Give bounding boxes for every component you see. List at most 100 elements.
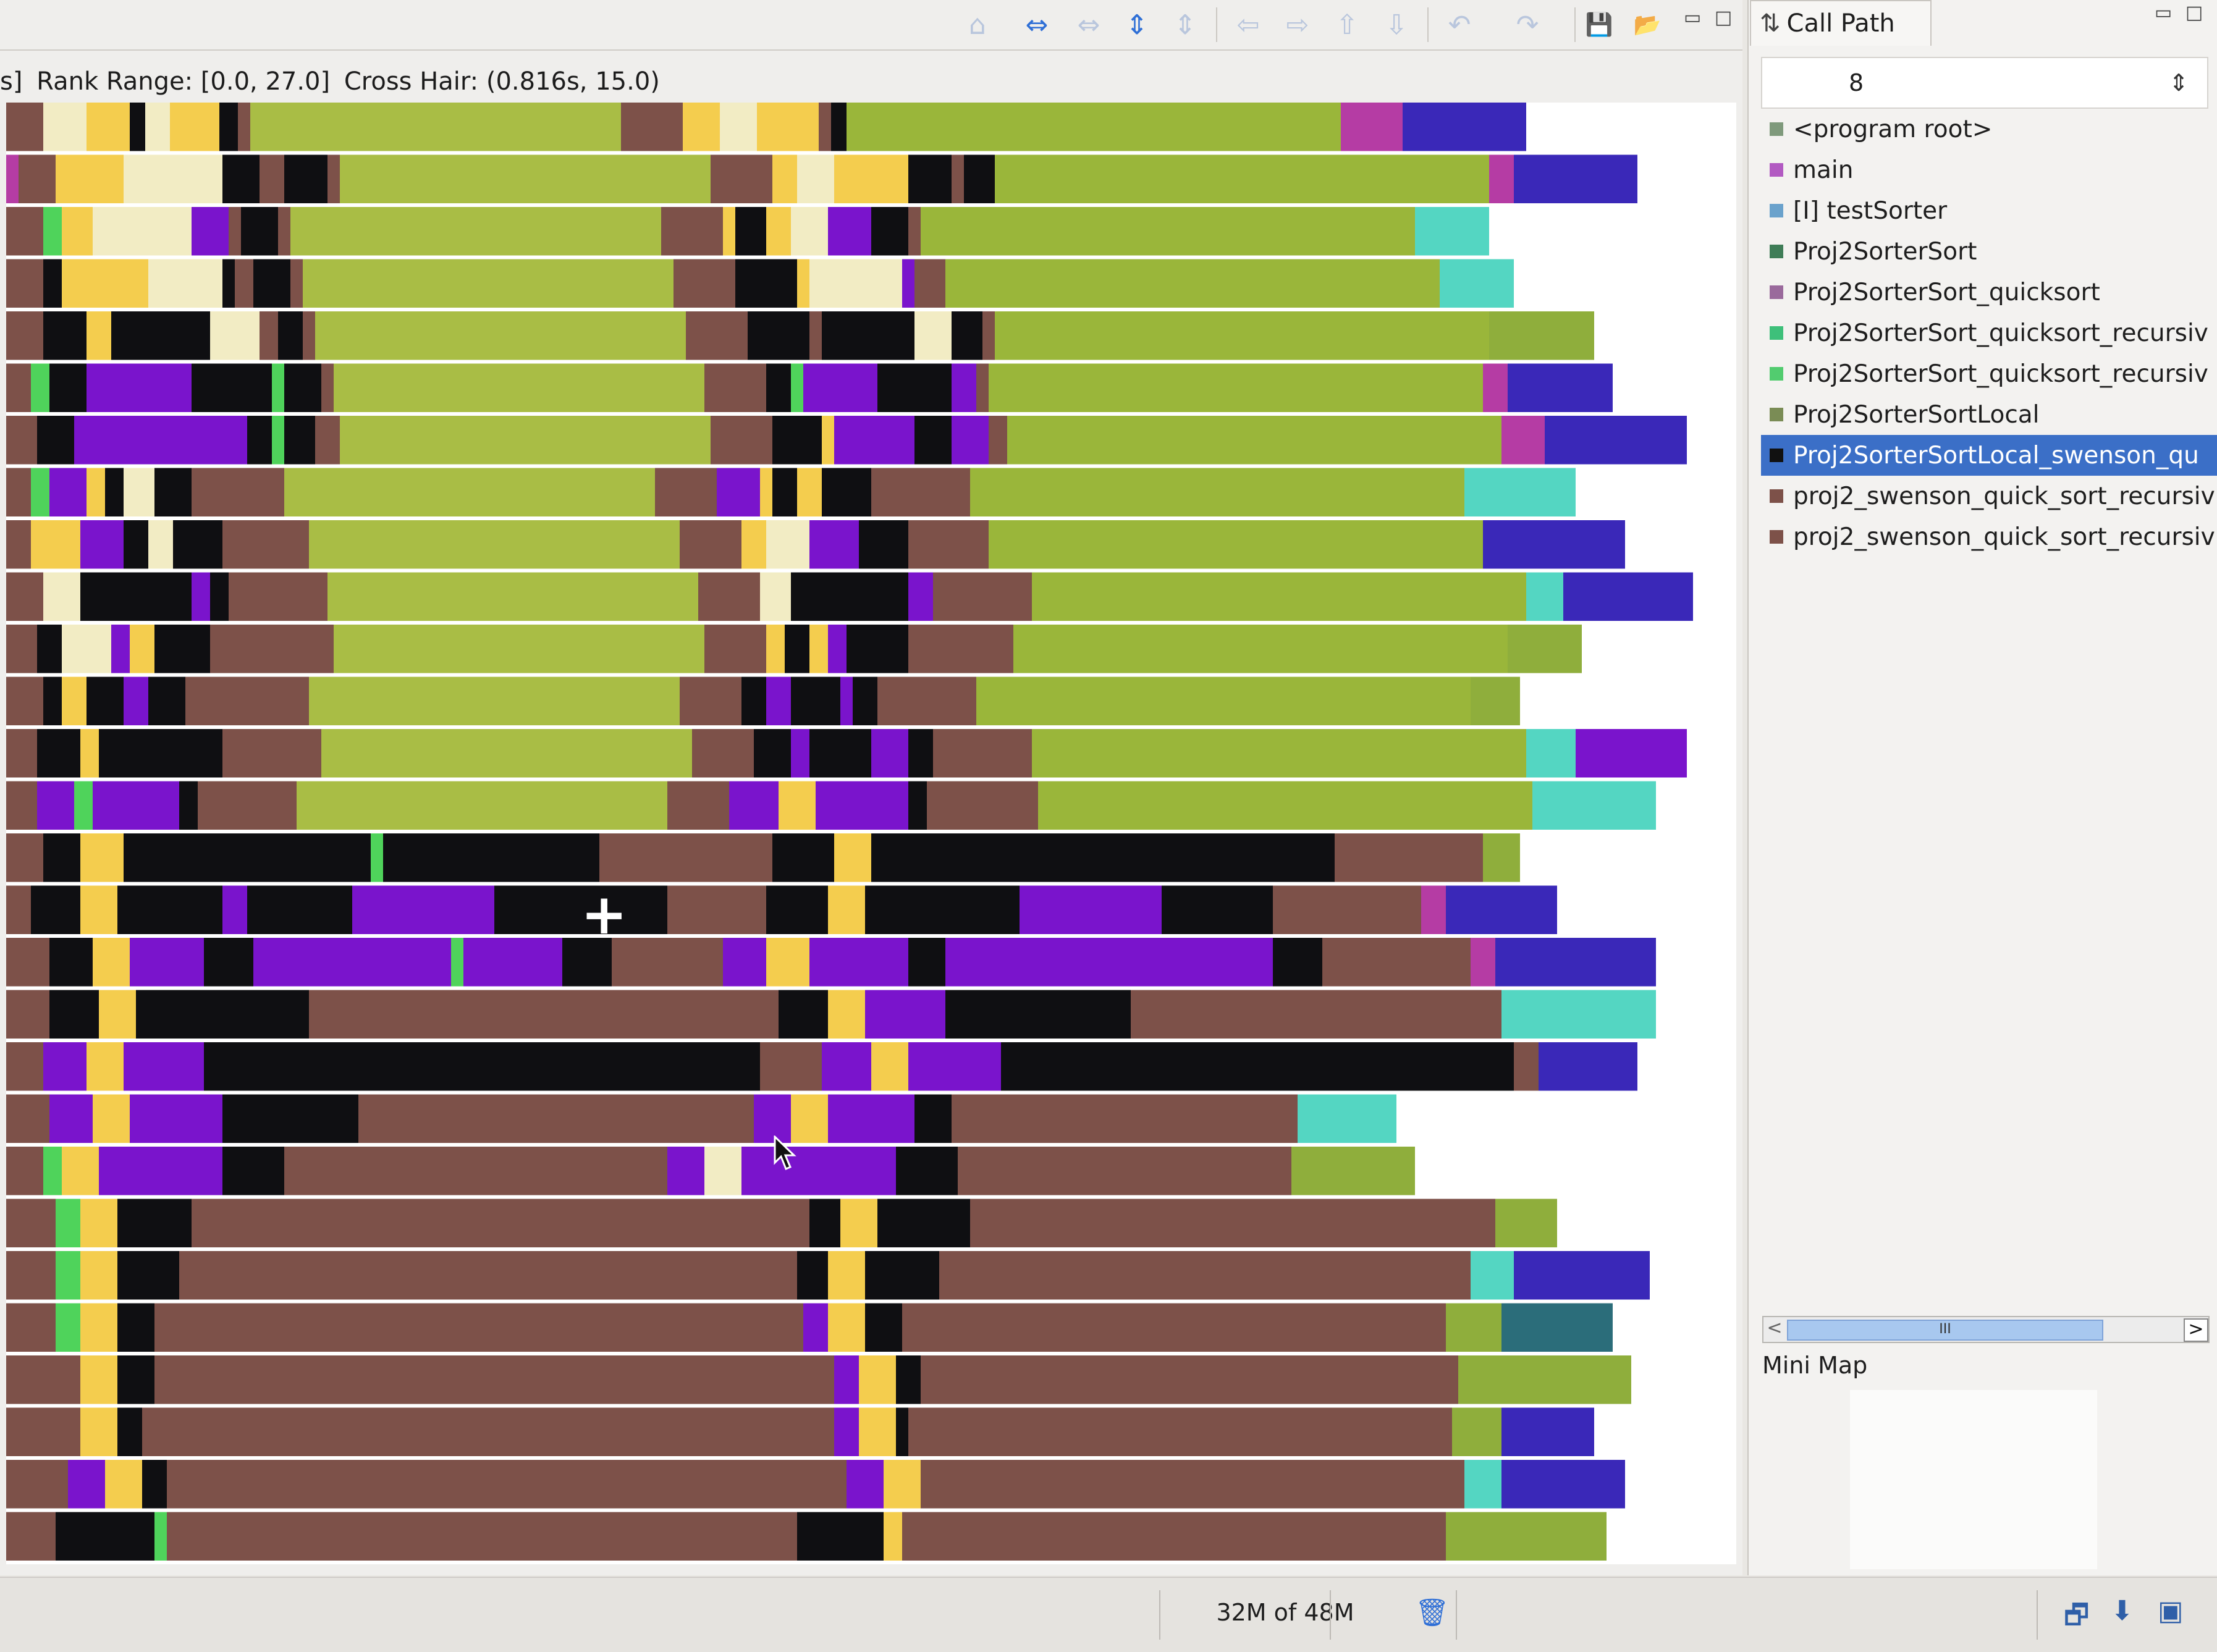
trace-timeline[interactable] — [6, 103, 1736, 1564]
call-path-item[interactable]: Proj2SorterSortLocal_swenson_qu — [1761, 435, 2217, 476]
trace-segment — [43, 572, 80, 621]
trace-segment — [865, 990, 945, 1039]
trace-segment — [1483, 363, 1508, 412]
trace-canvas[interactable]: + — [6, 103, 1736, 1564]
zoom-out-vertical-icon[interactable]: ⇕ — [1173, 9, 1197, 41]
trace-segment — [1495, 938, 1656, 987]
trace-segment — [250, 103, 621, 151]
trace-segment — [383, 833, 599, 882]
tab-call-path[interactable]: ⇅ Call Path — [1750, 0, 1932, 46]
trace-segment — [717, 1094, 754, 1143]
call-path-item[interactable]: Proj2SorterSort_quicksort_recursiv — [1761, 353, 2217, 394]
trace-segment — [766, 625, 785, 673]
trace-segment — [56, 1251, 80, 1300]
trace-segment — [908, 729, 933, 778]
trace-segment — [142, 1460, 167, 1509]
call-path-item[interactable]: [I] testSorter — [1761, 190, 2217, 231]
trace-segment — [809, 259, 902, 308]
trace-segment — [179, 781, 198, 830]
zoom-in-vertical-icon[interactable]: ⇕ — [1125, 9, 1149, 41]
panel-maximize-icon[interactable]: □ — [2185, 2, 2203, 23]
trace-segment — [791, 363, 803, 412]
trace-segment — [877, 676, 976, 725]
garbage-collect-icon[interactable]: 🗑 — [1415, 1597, 1450, 1629]
trace-segment — [970, 1199, 1495, 1247]
color-swatch — [1770, 367, 1783, 381]
call-path-item[interactable]: proj2_swenson_quick_sort_recursiv — [1761, 516, 2217, 557]
trace-segment — [828, 625, 847, 673]
zoom-in-horizontal-icon[interactable]: ⇔ — [1025, 9, 1049, 41]
trace-segment — [136, 990, 210, 1039]
trace-segment — [6, 572, 43, 621]
save-icon[interactable]: 💾 — [1585, 12, 1613, 38]
trace-segment — [797, 1512, 884, 1561]
trace-segment — [865, 885, 927, 934]
scroll-left-icon[interactable]: ⇦ — [1236, 9, 1260, 41]
scroll-down-icon[interactable]: ⇩ — [1385, 9, 1408, 41]
scroll-right-arrow-icon[interactable]: > — [2184, 1318, 2208, 1342]
call-path-item[interactable]: Proj2SorterSort_quicksort_recursiv — [1761, 313, 2217, 353]
trace-segment — [859, 520, 908, 569]
trace-segment — [1446, 885, 1557, 934]
trace-segment — [1131, 990, 1501, 1039]
trace-segment — [222, 1147, 284, 1195]
mouse-pointer-icon — [774, 1136, 796, 1170]
call-path-item[interactable]: Proj2SorterSort_quicksort — [1761, 272, 2217, 313]
mini-map[interactable] — [1850, 1390, 2097, 1569]
trace-segment — [167, 1460, 785, 1509]
trace-segment — [828, 885, 865, 934]
trace-segment — [204, 1042, 241, 1091]
trace-segment — [1211, 833, 1335, 882]
call-path-item[interactable]: Proj2SorterSort — [1761, 231, 2217, 272]
call-path-item[interactable]: main — [1761, 150, 2217, 190]
call-path-item[interactable]: Proj2SorterSortLocal — [1761, 394, 2217, 435]
restore-window-icon[interactable]: 🗗 — [2064, 1599, 2090, 1631]
trace-segment — [87, 311, 111, 360]
trace-segment — [105, 468, 124, 516]
trace-segment — [142, 781, 179, 830]
trace-segment — [1489, 311, 1594, 360]
trace-segment — [130, 1094, 222, 1143]
depth-value: 8 — [1849, 69, 1864, 96]
trace-segment — [334, 625, 704, 673]
trace-segment — [952, 311, 982, 360]
call-path-horizontal-scrollbar[interactable]: < III > — [1762, 1316, 2210, 1343]
trace-segment — [315, 311, 686, 360]
trace-segment — [192, 363, 272, 412]
trace-segment — [284, 468, 655, 516]
minimize-icon[interactable]: ▭ — [1683, 7, 1702, 28]
call-path-item[interactable]: <program root> — [1761, 109, 2217, 150]
maximize-icon[interactable]: □ — [1714, 7, 1733, 28]
trace-segment — [1440, 259, 1514, 308]
trace-segment — [154, 1303, 741, 1352]
trace-segment — [797, 259, 809, 308]
open-folder-icon[interactable]: 📂 — [1633, 12, 1662, 38]
panel-minimize-icon[interactable]: ▭ — [2154, 2, 2173, 23]
trace-segment — [352, 885, 494, 934]
trace-segment — [80, 833, 124, 882]
status-bar: 32M of 48M 🗑 🗗 ⬇ ▣ — [0, 1577, 2217, 1652]
trace-segment — [145, 103, 170, 151]
trace-segment — [970, 468, 1464, 516]
trace-segment — [192, 207, 229, 256]
undo-icon[interactable]: ↶ — [1448, 9, 1471, 41]
home-icon[interactable]: ⌂ — [969, 9, 986, 41]
scroll-right-icon[interactable]: ⇨ — [1286, 9, 1309, 41]
trace-segment — [284, 1147, 630, 1195]
call-path-item[interactable]: proj2_swenson_quick_sort_recursiv — [1761, 476, 2217, 516]
trace-segment — [6, 1251, 56, 1300]
depth-spinner[interactable]: 8 ⇕ — [1761, 57, 2208, 109]
zoom-out-horizontal-icon[interactable]: ⇔ — [1077, 9, 1100, 41]
time-range-fragment: s] — [0, 67, 23, 96]
trace-segment — [952, 1094, 1298, 1143]
scroll-up-icon[interactable]: ⇧ — [1335, 9, 1359, 41]
trace-segment — [809, 1199, 840, 1247]
spinner-arrows-icon[interactable]: ⇕ — [2169, 69, 2189, 96]
trace-segment — [723, 207, 735, 256]
trace-segment — [43, 833, 80, 882]
scrollbar-thumb[interactable]: III — [1787, 1320, 2103, 1341]
perspective-icon[interactable]: ▣ — [2158, 1595, 2184, 1627]
scroll-left-arrow-icon[interactable]: < — [1767, 1317, 1783, 1339]
download-icon[interactable]: ⬇ — [2111, 1595, 2134, 1627]
redo-icon[interactable]: ↷ — [1516, 9, 1539, 41]
